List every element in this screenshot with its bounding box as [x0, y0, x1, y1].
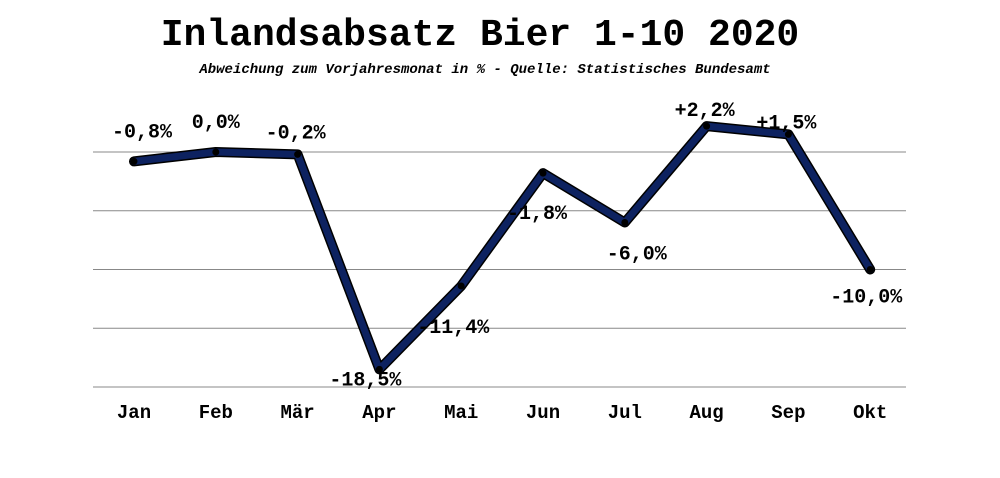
x-tick-mär: Mär: [280, 402, 314, 424]
data-point-feb: [212, 148, 220, 156]
data-point-jan: [130, 157, 138, 165]
data-label-aug: +2,2%: [675, 100, 736, 123]
data-point-aug: [703, 122, 711, 130]
data-point-sep: [784, 130, 792, 138]
x-tick-jan: Jan: [117, 402, 151, 424]
x-axis-ticks: Jan Feb Mär Apr Mai Jun Jul Aug Sep Okt: [117, 402, 887, 424]
data-label-jan: -0,8%: [112, 121, 173, 144]
x-tick-sep: Sep: [771, 402, 805, 424]
data-point-mai: [457, 282, 465, 290]
x-tick-jun: Jun: [526, 402, 560, 424]
series-line: [129, 121, 876, 375]
chart-subtitle: Abweichung zum Vorjahresmonat in % - Que…: [199, 62, 771, 78]
series-line-path: [130, 122, 874, 373]
data-point-jul: [621, 219, 629, 226]
series-line-outline: [129, 121, 876, 375]
x-tick-aug: Aug: [689, 402, 723, 424]
x-tick-okt: Okt: [853, 402, 887, 424]
data-label-apr: -18,5%: [329, 369, 402, 392]
chart-title: Inlandsabsatz Bier 1-10 2020: [160, 14, 800, 57]
data-point-okt: [866, 266, 874, 273]
data-label-jul: -6,0%: [607, 244, 668, 267]
gridlines: [93, 151, 906, 388]
data-label-mai: -11,4%: [417, 317, 490, 340]
data-point-mär: [294, 150, 302, 158]
x-tick-jul: Jul: [608, 402, 642, 424]
data-point-jun: [539, 169, 547, 177]
data-point-apr: [375, 365, 383, 373]
x-tick-mai: Mai: [444, 402, 478, 424]
data-label-feb: 0,0%: [192, 112, 241, 135]
data-labels: -0,8% 0,0% -0,2% -18,5% -11,4% -1,8% -6,0% +2,2…: [112, 100, 903, 392]
x-tick-apr: Apr: [362, 402, 396, 424]
data-label-okt: -10,0%: [830, 287, 903, 310]
data-label-jun: -1,8%: [507, 203, 568, 226]
data-markers: [130, 122, 874, 373]
x-tick-feb: Feb: [199, 402, 233, 424]
data-label-mär: -0,2%: [266, 122, 327, 145]
data-label-sep: +1,5%: [756, 112, 817, 135]
